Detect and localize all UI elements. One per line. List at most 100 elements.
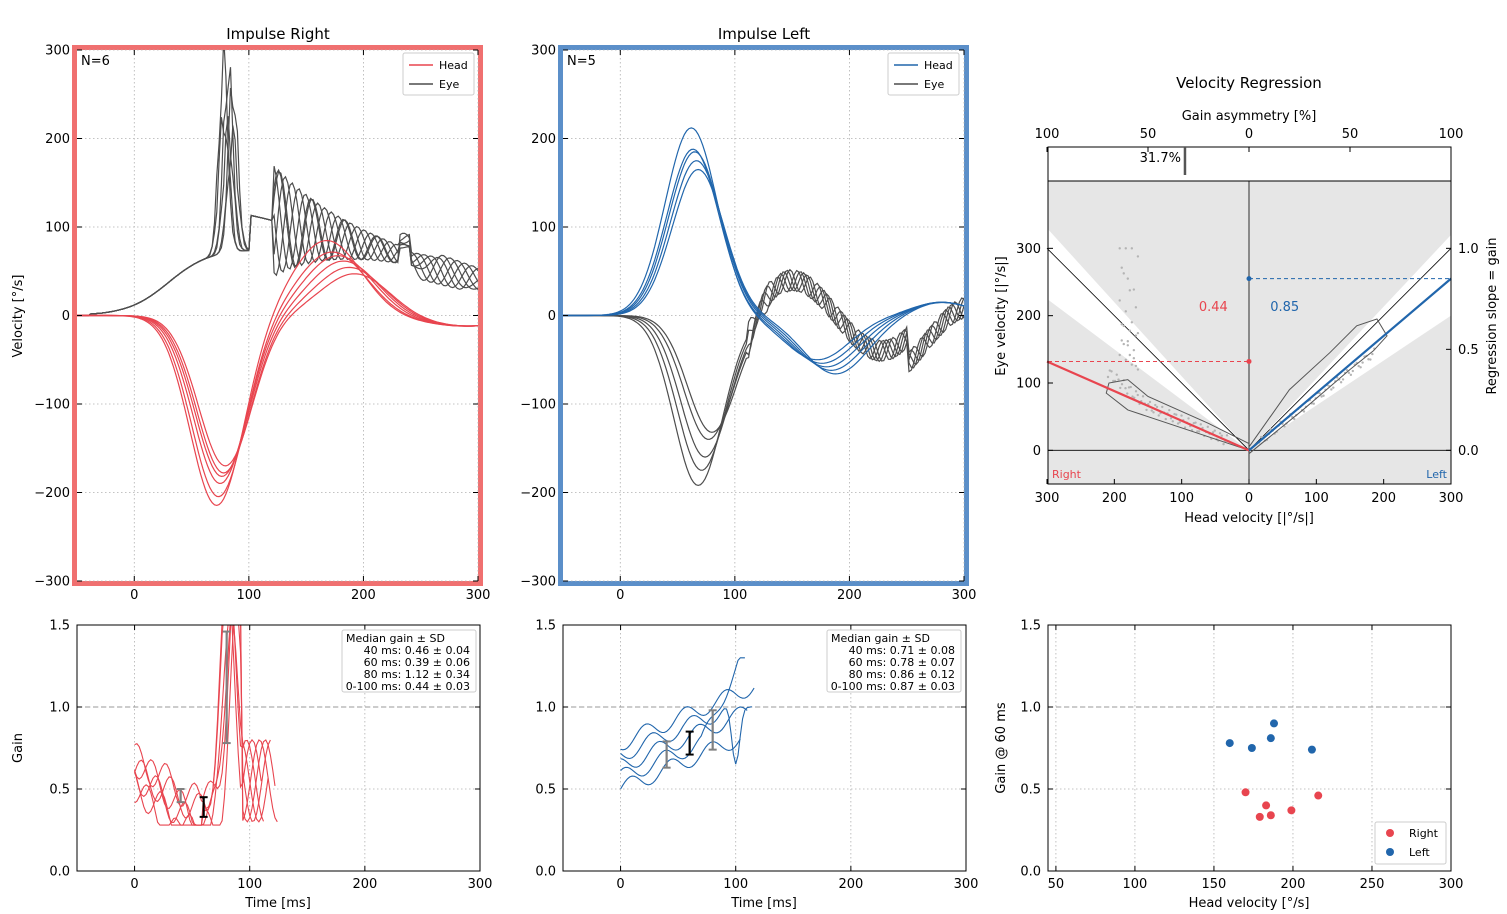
x-tick-label: 0 — [616, 877, 624, 892]
sample-point — [1136, 368, 1140, 371]
x-tick-label: 0 — [1245, 491, 1253, 506]
sample-point — [1136, 393, 1139, 397]
sample-point — [1117, 378, 1120, 381]
sample-point — [1126, 344, 1130, 347]
sample-point — [1361, 361, 1364, 364]
left-point — [1225, 739, 1234, 748]
right-point — [1241, 788, 1250, 797]
y-tick-label: 0 — [62, 309, 70, 324]
sample-point — [1108, 369, 1111, 372]
gain-trace — [620, 657, 745, 777]
top-tick-label: 50 — [1140, 127, 1157, 142]
x-tick-label: 300 — [1439, 877, 1464, 892]
regression-line-left — [1248, 277, 1452, 452]
sample-point — [1339, 381, 1343, 384]
left-point — [1247, 744, 1256, 752]
right-point — [1314, 791, 1323, 800]
y-tick-label: 0.0 — [1020, 865, 1041, 880]
sample-point — [1120, 339, 1123, 342]
right-point — [1266, 811, 1275, 820]
regression-line-right — [1046, 360, 1250, 452]
sample-point — [1124, 310, 1127, 313]
y-tick-label: 1.0 — [49, 701, 70, 716]
sample-point — [1141, 395, 1145, 398]
panel-velocity-regression: Velocity Regression Gain asymmetry [%] 1… — [994, 74, 1500, 526]
x-tick-label: 300 — [468, 877, 493, 892]
sample-point — [1106, 375, 1110, 379]
sample-point — [1192, 421, 1195, 425]
right-point — [1262, 801, 1271, 810]
legend-left-label: Left — [1409, 846, 1430, 859]
stats-line: 0-100 ms: 0.44 ± 0.03 — [346, 680, 470, 693]
y-tick-label: −200 — [34, 486, 70, 501]
sample-point — [1369, 358, 1372, 361]
sample-point — [1367, 358, 1370, 361]
gain-trace — [620, 687, 755, 751]
x-tick-label: 0 — [130, 588, 138, 603]
corner-right-label: Right — [1052, 468, 1082, 481]
y-tick-label: 300 — [1016, 242, 1041, 257]
sample-point — [1161, 405, 1164, 409]
x-tick-label: 100 — [1123, 877, 1148, 892]
legend-head-label: Head — [439, 59, 468, 72]
top-tick-label: 50 — [1342, 127, 1359, 142]
sample-point — [1345, 368, 1349, 372]
y-tick-label: 300 — [45, 44, 70, 59]
stats-line: 60 ms: 0.39 ± 0.06 — [364, 656, 470, 669]
panel-gain-right: 0 100 200 300 0.0 0.5 1.0 1.5 Time [ms] Gain Me… — [11, 619, 493, 912]
sample-point — [1318, 391, 1321, 395]
sample-point — [1213, 429, 1216, 432]
sample-point — [1118, 353, 1121, 357]
sample-point — [1330, 388, 1333, 391]
y-tick-label: 300 — [531, 44, 556, 59]
head-trace — [77, 273, 478, 467]
axes-frame — [1047, 624, 1452, 872]
head-trace — [563, 160, 964, 372]
sample-point — [1132, 357, 1136, 360]
sample-point — [1112, 379, 1115, 383]
sample-point — [1127, 386, 1131, 389]
axes-frame — [562, 624, 967, 872]
sample-point — [1145, 408, 1148, 412]
sample-point — [1169, 417, 1173, 420]
regression-title: Velocity Regression — [1176, 74, 1322, 92]
stats-line: 80 ms: 0.86 ± 0.12 — [849, 668, 955, 681]
x-tick-label: 300 — [1439, 491, 1464, 506]
sample-point — [1349, 373, 1353, 377]
gain-trace — [134, 625, 269, 826]
legend-right-marker — [1386, 829, 1394, 837]
top-tick-label: 100 — [1035, 127, 1060, 142]
eye-traces — [77, 50, 478, 317]
sample-point — [1118, 247, 1121, 250]
head-trace — [563, 127, 964, 361]
sample-point — [1120, 323, 1123, 326]
x-tick-label: 200 — [351, 588, 376, 603]
right-contour — [1105, 379, 1250, 451]
impulse-left-legend: Head Eye — [887, 52, 960, 96]
sample-point — [1124, 358, 1127, 362]
points — [1225, 719, 1323, 821]
sample-point — [1347, 371, 1351, 375]
x-tick-label: 300 — [952, 588, 977, 603]
sample-point — [1136, 331, 1140, 335]
sample-point — [1136, 255, 1140, 258]
stats-line: 40 ms: 0.46 ± 0.04 — [364, 644, 470, 657]
gain-left-stats-box: Median gain ± SD 40 ms: 0.71 ± 0.08 60 m… — [826, 629, 962, 693]
stats-line: 0-100 ms: 0.87 ± 0.03 — [831, 680, 955, 693]
gain-velocity-legend: Right Left — [1374, 821, 1447, 865]
sample-point — [1206, 425, 1209, 429]
ticks: 50 100 150 200 250 300 0.0 0.5 1.0 1.5 — [1020, 619, 1463, 893]
y-tick-label: 0.5 — [1020, 783, 1041, 798]
x-tick-label: 200 — [837, 588, 862, 603]
y-tick-label: 0.5 — [535, 783, 556, 798]
impulse-right-title: Impulse Right — [226, 25, 330, 43]
y-tick-label: 1.0 — [535, 701, 556, 716]
stats-title: Median gain ± SD — [346, 632, 445, 645]
gain-trace — [134, 625, 262, 819]
right-point — [1255, 812, 1264, 821]
asymmetry-box — [1047, 146, 1452, 182]
sample-point — [1152, 411, 1155, 414]
sample-point — [1124, 247, 1127, 250]
sample-point — [1332, 386, 1335, 389]
sample-point — [1357, 364, 1360, 368]
